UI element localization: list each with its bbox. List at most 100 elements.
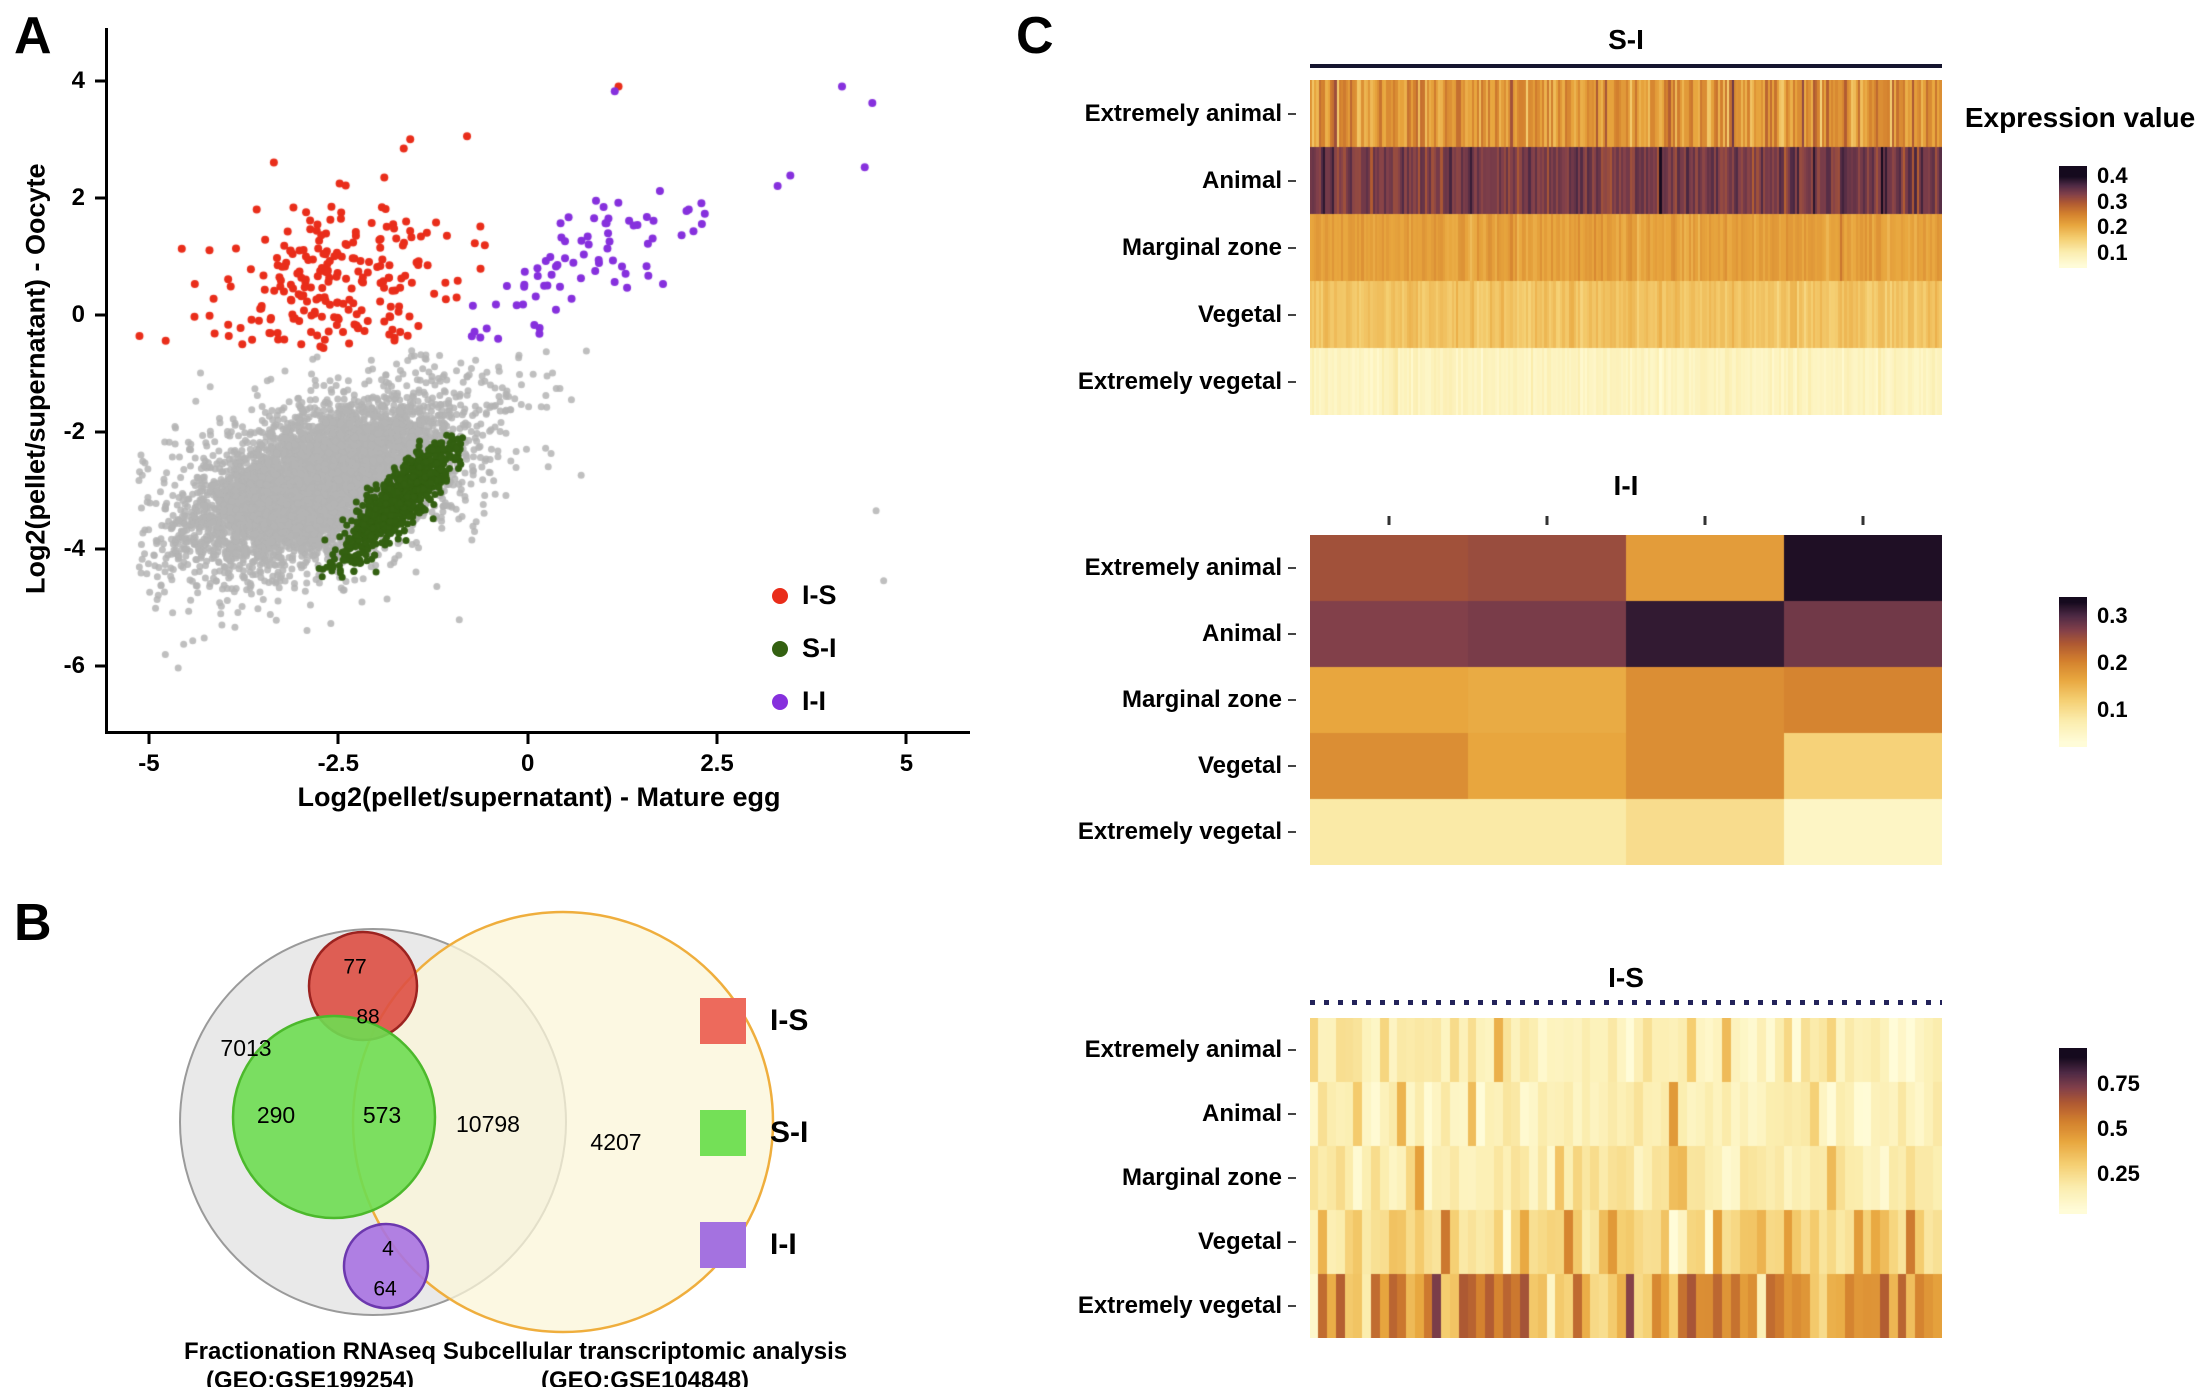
heatmap-ii-annotation-ticks xyxy=(1310,516,1942,528)
heatmap-row-label: Animal xyxy=(1201,620,1297,647)
legend-label: S-I xyxy=(770,1116,809,1149)
heatmap-row-label: Extremely animal xyxy=(1084,554,1297,581)
venn-right-caption-line2: (GEO:GSE104848) xyxy=(540,1366,750,1387)
colorbar-tick-label: 0.1 xyxy=(2097,239,2128,265)
heatmap-is-row-labels: Extremely animal Animal Marginal zone Veget… xyxy=(1014,1018,1297,1338)
y-axis-tick-label: 2 xyxy=(71,183,85,211)
legend-item: S-I xyxy=(772,633,837,664)
y-axis-tick-label: -4 xyxy=(63,534,85,562)
venn-count-is-top: 77 xyxy=(343,956,366,979)
x-axis-tick xyxy=(526,734,530,744)
heatmap-row-label: Animal xyxy=(1201,1100,1297,1127)
scatter-x-axis-line xyxy=(105,731,970,734)
legend-swatch xyxy=(700,1110,746,1156)
colorbar-tick-label: 0.75 xyxy=(2097,1071,2140,1097)
heatmap-row-label: Extremely vegetal xyxy=(1077,818,1297,845)
scatter-x-axis-label: Log2(pellet/supernatant) - Mature egg xyxy=(297,782,781,812)
venn-si-circle xyxy=(231,1014,437,1220)
x-axis-tick-label: -2.5 xyxy=(317,750,359,777)
venn-count-overlap: 10798 xyxy=(456,1111,520,1137)
heatmap-row-label: Extremely animal xyxy=(1084,1036,1297,1063)
heatmap-si-colorbar xyxy=(2059,166,2087,268)
x-axis-tick-label: 2.5 xyxy=(700,750,734,777)
heatmap-si-colorbar-ticks: 0.4 0.3 0.2 0.1 xyxy=(2097,163,2187,268)
column-annotation-tick xyxy=(1861,516,1865,525)
x-axis-tick-label: 5 xyxy=(899,750,914,777)
y-axis-tick xyxy=(95,664,105,668)
column-annotation-tick xyxy=(1387,516,1391,525)
y-axis-tick-label: -6 xyxy=(63,651,85,679)
scatter-x-axis-ticks: -5 -2.5 0 2.5 5 xyxy=(111,734,967,784)
venn-right-caption-line1: Subcellular transcriptomic analysis xyxy=(442,1338,848,1365)
heatmap-si-title: S-I xyxy=(1608,24,1644,55)
x-axis-tick xyxy=(147,734,151,744)
venn-left-caption: Fractionation RNAseq (GEO:GSE199254) xyxy=(110,1338,510,1387)
legend-label: I-I xyxy=(802,686,826,716)
y-axis-tick xyxy=(95,79,105,83)
panel-b-label: B xyxy=(14,894,52,952)
heatmap-row-label: Marginal zone xyxy=(1121,233,1297,261)
panel-a-label: A xyxy=(14,7,52,65)
colorbar-tick-label: 0.3 xyxy=(2097,602,2128,628)
venn-legend: I-S S-I I-I xyxy=(700,998,808,1268)
heatmap-row-label: Vegetal xyxy=(1197,752,1297,779)
venn-count-right-only: 4207 xyxy=(590,1129,641,1155)
heatmap-is-colorbar xyxy=(2059,1048,2087,1214)
y-axis-tick-label: -2 xyxy=(63,417,85,445)
colorbar-tick-label: 0.25 xyxy=(2097,1161,2140,1187)
heatmap-is-canvas xyxy=(1310,1018,1942,1338)
heatmap-ii-row-labels: Extremely animal Animal Marginal zone Veget… xyxy=(1014,535,1297,865)
y-axis-tick xyxy=(95,313,105,317)
heatmap-ii-canvas xyxy=(1310,535,1942,865)
heatmap-row-label: Marginal zone xyxy=(1121,686,1297,713)
column-annotation-tick xyxy=(1545,516,1549,525)
venn-diagram: 7013 10798 4207 77 88 290 573 4 64 xyxy=(179,910,775,1334)
scatter-y-axis-ticks: -6 -4 -2 0 2 4 xyxy=(20,28,105,730)
legend-item: I-S xyxy=(700,998,808,1044)
legend-swatch xyxy=(772,587,788,604)
heatmap-ii-colorbar xyxy=(2059,597,2087,747)
venn-count-si-left: 290 xyxy=(257,1102,295,1128)
legend-label: I-S xyxy=(802,580,837,610)
y-axis-tick-label: 4 xyxy=(71,66,85,94)
y-axis-tick-label: 0 xyxy=(71,300,85,328)
x-axis-tick-label: -5 xyxy=(138,750,160,777)
legend-item: I-I xyxy=(700,1222,808,1268)
y-axis-tick xyxy=(95,547,105,551)
colorbar-tick-label: 0.4 xyxy=(2097,163,2128,189)
x-axis-tick xyxy=(336,734,340,744)
scatter-legend: I-S S-I I-I xyxy=(772,580,837,717)
venn-count-ii-top: 4 xyxy=(382,1238,394,1261)
legend-swatch xyxy=(700,998,746,1044)
y-axis-tick xyxy=(95,196,105,200)
legend-label: I-S xyxy=(770,1004,809,1037)
venn-count-is-bottom: 88 xyxy=(356,1006,379,1029)
legend-label: S-I xyxy=(802,633,837,663)
heatmap-is-colorbar-ticks: 0.75 0.5 0.25 xyxy=(2097,1048,2187,1214)
colorbar-tick-label: 0.1 xyxy=(2097,696,2128,722)
heatmap-is-annotation-dots xyxy=(1310,1000,1942,1005)
panel-c-label: C xyxy=(1016,7,1054,65)
venn-right-caption: Subcellular transcriptomic analysis (GEO… xyxy=(415,1338,875,1387)
scatter-y-axis-line xyxy=(105,28,108,734)
heatmap-row-label: Vegetal xyxy=(1197,1228,1297,1255)
x-axis-tick xyxy=(904,734,908,744)
x-axis-tick-label: 0 xyxy=(520,750,535,777)
legend-item: I-I xyxy=(772,686,837,717)
heatmap-si-canvas xyxy=(1310,80,1942,415)
legend-swatch xyxy=(772,693,788,710)
colorbar-tick-label: 0.5 xyxy=(2097,1116,2128,1142)
venn-count-si-right: 573 xyxy=(363,1102,401,1128)
x-axis-tick xyxy=(715,734,719,744)
legend-swatch xyxy=(700,1222,746,1268)
scatter-points-canvas xyxy=(111,28,967,730)
legend-swatch xyxy=(772,640,788,657)
legend-label: I-I xyxy=(770,1228,797,1261)
heatmap-row-label: Extremely animal xyxy=(1084,99,1297,127)
heatmap-si-row-labels: Extremely animal Animal Marginal zone Veget… xyxy=(1014,80,1297,415)
venn-left-caption-line1: Fractionation RNAseq xyxy=(183,1338,437,1365)
colorbar-tick-label: 0.2 xyxy=(2097,214,2128,240)
column-annotation-tick xyxy=(1703,516,1707,525)
heatmap-row-label: Marginal zone xyxy=(1121,1164,1297,1191)
